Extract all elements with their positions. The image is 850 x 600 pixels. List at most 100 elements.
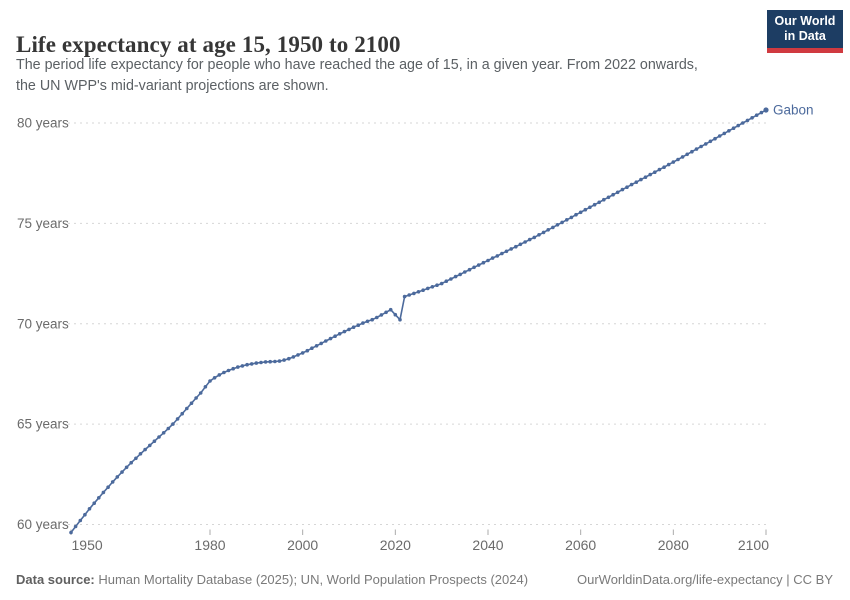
data-point [439, 281, 444, 286]
data-point [198, 391, 203, 395]
data-point [449, 277, 453, 281]
series-path [70, 109, 767, 533]
data-point [342, 329, 347, 334]
x-axis-tick-label: 2000 [287, 537, 318, 553]
chart-footer: Data source: Human Mortality Database (2… [16, 572, 833, 587]
data-source-label: Data source: [16, 572, 95, 587]
data-point [337, 332, 342, 336]
data-point [314, 344, 319, 348]
data-point [463, 270, 467, 274]
data-point [722, 131, 727, 136]
data-point [676, 157, 680, 162]
data-point [653, 170, 657, 174]
data-point [504, 249, 509, 254]
data-point [597, 200, 601, 205]
data-point [296, 353, 300, 357]
data-point [300, 351, 305, 355]
data-point [194, 396, 198, 400]
y-axis-tick-label: 70 years [17, 316, 69, 331]
data-point [282, 358, 286, 362]
data-point [259, 360, 263, 365]
data-point [402, 294, 407, 299]
data-point [731, 126, 736, 130]
data-point [212, 376, 217, 380]
y-axis-tick-label: 65 years [17, 417, 69, 432]
data-point [583, 207, 588, 212]
series-gabon-line[interactable] [69, 107, 769, 535]
data-point [476, 263, 481, 267]
data-point [560, 220, 564, 225]
series-label-gabon[interactable]: Gabon [773, 102, 814, 117]
data-point [430, 285, 435, 289]
y-axis-tick-label: 75 years [17, 216, 69, 231]
chart-subtitle: The period life expectancy for people wh… [16, 55, 746, 97]
data-point [490, 256, 495, 260]
chart-subtitle-line2: the UN WPP's mid-variant projections are… [16, 78, 329, 94]
data-point [129, 460, 133, 465]
data-point [741, 121, 745, 125]
owid-logo[interactable]: Our World in Data [767, 10, 843, 53]
data-point [745, 118, 750, 123]
data-point [500, 251, 504, 256]
data-point [458, 272, 463, 277]
data-point [407, 293, 412, 297]
data-point [263, 360, 268, 364]
data-point [120, 470, 124, 474]
data-point [699, 144, 703, 149]
data-point [625, 185, 629, 189]
x-axis-tick-label: 2040 [472, 537, 503, 553]
data-point [481, 260, 486, 265]
data-point [185, 406, 189, 411]
owid-citation-link[interactable]: OurWorldinData.org/life-expectancy | CC … [576, 572, 833, 587]
data-point [509, 247, 513, 251]
data-point [643, 175, 648, 179]
data-point [713, 136, 717, 141]
data-point [671, 160, 676, 164]
data-point [180, 411, 184, 416]
data-point [657, 167, 662, 172]
data-point [152, 439, 157, 444]
data-point [634, 180, 639, 184]
data-point [324, 339, 328, 343]
data-point [388, 307, 393, 312]
data-point [666, 162, 671, 167]
data-point [453, 274, 458, 279]
data-point [602, 197, 606, 202]
data-point [124, 465, 129, 470]
data-point [421, 288, 425, 293]
data-point [486, 258, 490, 263]
data-point [73, 524, 78, 529]
data-point [514, 244, 518, 249]
series-end-point [763, 107, 769, 113]
x-axis-tick-label: 2080 [658, 537, 689, 553]
data-point [347, 327, 351, 332]
data-point [416, 290, 421, 294]
data-source-note: Data source: Human Mortality Database (2… [16, 572, 528, 587]
data-point [273, 359, 277, 364]
data-point [518, 242, 523, 247]
x-axis-tick-label: 2100 [738, 537, 769, 553]
data-point [236, 365, 240, 369]
data-point [551, 225, 555, 230]
data-point [620, 187, 625, 192]
data-point [361, 321, 365, 325]
data-point [379, 313, 384, 317]
data-point [444, 279, 449, 284]
data-point [578, 210, 583, 215]
data-point [435, 283, 439, 288]
data-point [537, 233, 541, 237]
data-point [249, 362, 254, 366]
data-point [254, 361, 259, 365]
data-point [97, 496, 101, 500]
y-axis-tick-label: 80 years [17, 116, 69, 131]
data-point [110, 480, 115, 484]
data-point [523, 240, 527, 244]
data-point [226, 368, 231, 373]
data-point [287, 356, 291, 361]
data-point [356, 323, 361, 328]
data-point [759, 110, 764, 115]
data-point [384, 310, 388, 315]
data-point [754, 113, 759, 117]
